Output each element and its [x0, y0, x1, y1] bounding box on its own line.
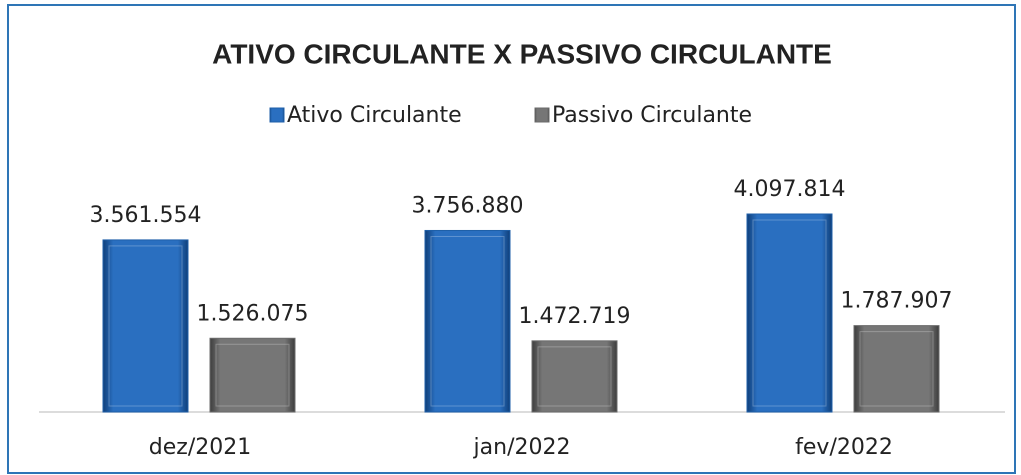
legend-label: Passivo Circulante [552, 103, 752, 128]
bar-bevel [430, 235, 505, 407]
x-tick-label: jan/2022 [473, 435, 571, 460]
legend-label: Ativo Circulante [287, 103, 462, 128]
bar-bevel [859, 331, 934, 407]
legend-swatch [534, 107, 550, 123]
bar [853, 325, 940, 413]
data-label: 1.472.719 [519, 304, 631, 329]
bar [102, 239, 189, 413]
data-label: 1.787.907 [841, 289, 953, 314]
bar-bevel [537, 346, 612, 407]
x-tick-label: fev/2022 [795, 435, 893, 460]
data-label: 1.526.075 [197, 301, 309, 326]
data-label: 3.756.880 [412, 193, 524, 218]
data-label: 4.097.814 [734, 177, 846, 202]
bar-bevel [752, 219, 827, 407]
bar [424, 229, 511, 413]
chart-title: ATIVO CIRCULANTE X PASSIVO CIRCULANTE [212, 38, 832, 69]
bar [746, 213, 833, 413]
chart-border [7, 4, 1016, 474]
legend-swatch [269, 107, 285, 123]
x-tick-label: dez/2021 [149, 435, 251, 460]
bar [209, 337, 296, 413]
bar [531, 340, 618, 413]
bar-bevel [215, 343, 290, 407]
data-label: 3.561.554 [90, 203, 202, 228]
bar-bevel [108, 245, 183, 407]
